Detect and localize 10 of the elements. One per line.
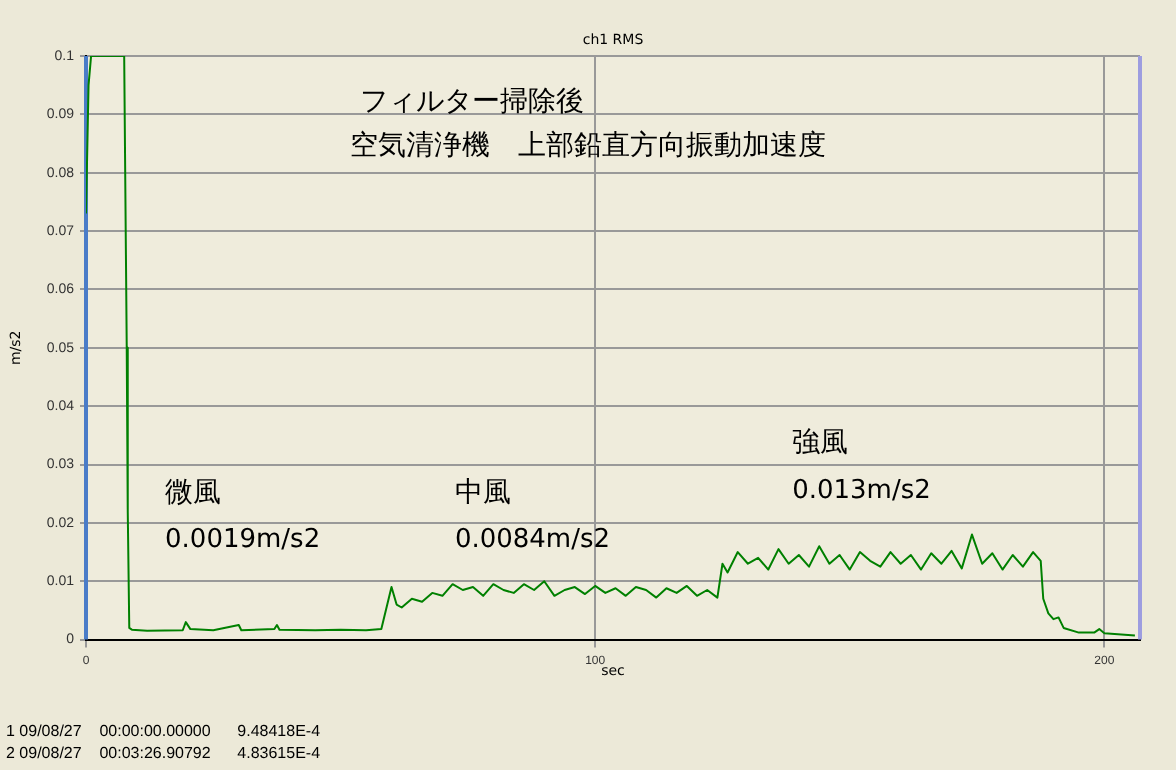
text: 1 09/08/27 00:00:00.00000 9.48418E-4 [6, 722, 322, 741]
annotation: 0.0019m/s2 [165, 525, 321, 556]
annotation: 0.013m/s2 [792, 475, 931, 506]
annotation: 強風 [792, 427, 849, 460]
annotation: 中風 [454, 476, 511, 509]
annotation: 0.0084m/s2 [454, 525, 611, 556]
annotation: フィルター掃除後 [360, 85, 585, 118]
annotation: 微風 [165, 476, 222, 509]
text: 2 09/08/27 00:03:26.90792 4.83615E-4 [6, 744, 322, 763]
annotation: 空気清浄機 上部鉛直方向振動加速度 [349, 129, 826, 162]
